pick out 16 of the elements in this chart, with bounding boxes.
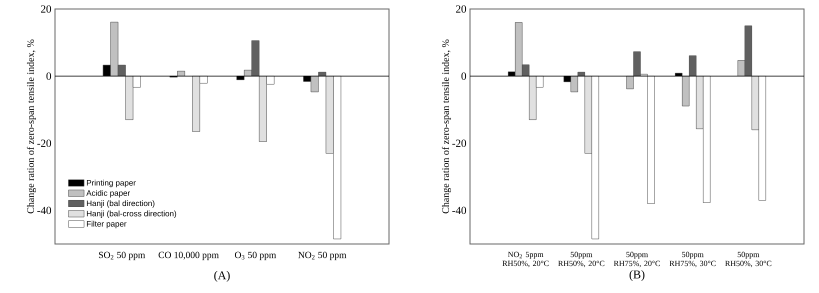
y-tick-label: 0 (46, 72, 52, 80)
y-tick-label: -40 (37, 206, 52, 214)
x-tick-label: CO 10,000 ppm (158, 252, 219, 260)
y-tick-label: 0 (461, 72, 466, 80)
y-tick-label: 20 (456, 5, 466, 13)
y-tick-label: -20 (452, 140, 466, 147)
x-tick-label: NO$_{2}$ 50 ppm (298, 252, 346, 260)
x-axis-title: (B) (630, 270, 644, 281)
y-tick-label: 20 (41, 5, 52, 13)
y-tick-label: -20 (37, 140, 52, 147)
x-tick-label: SO$_{2}$ 50 ppm (98, 252, 146, 260)
y-tick-label: -40 (452, 206, 466, 214)
x-tick-label: O$_{3}$ 50 ppm (234, 252, 276, 260)
x-axis-title: (A) (214, 270, 230, 282)
y-axis-title: Change ration of zero-span tensile index, % (26, 40, 36, 214)
y-axis-title: Change ration of zero-span tensile index, % (442, 40, 452, 214)
